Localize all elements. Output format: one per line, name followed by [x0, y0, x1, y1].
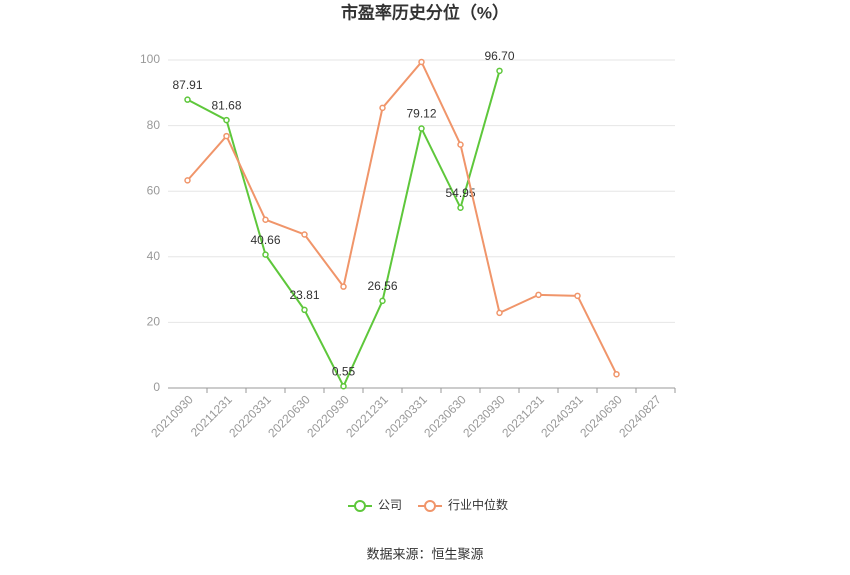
point [262, 216, 269, 223]
point [301, 306, 308, 314]
point [418, 125, 425, 132]
data-label: 26.56 [367, 279, 397, 293]
y-tick-label: 0 [153, 380, 160, 394]
point [457, 204, 464, 212]
y-tick-label: 20 [147, 315, 161, 329]
data-label: 54.95 [445, 186, 475, 200]
point [301, 231, 308, 238]
series-line [187, 70, 501, 389]
point [574, 292, 581, 300]
point [340, 283, 347, 290]
legend-marker [424, 500, 437, 512]
point [418, 58, 425, 66]
data-label: 87.91 [172, 78, 202, 92]
point [457, 141, 464, 148]
point [223, 132, 230, 140]
point [184, 96, 191, 103]
data-label: 81.68 [211, 98, 241, 112]
point [535, 291, 542, 299]
source: 数据来源：恒生聚源 [366, 546, 483, 561]
series-line [186, 60, 618, 375]
data-label: 0.55 [332, 364, 356, 378]
point [613, 370, 620, 378]
y-tick-label: 40 [147, 249, 161, 263]
point [379, 297, 386, 305]
point [496, 309, 503, 317]
chart-title: 市盈率历史分位（%） [341, 2, 509, 22]
point [262, 251, 269, 258]
y-tick-label: 100 [140, 52, 160, 66]
data-label: 79.12 [406, 107, 436, 121]
point [223, 116, 230, 124]
point [340, 382, 347, 390]
point [379, 104, 386, 112]
x-tick-label: 20240827 [616, 392, 664, 440]
point [496, 67, 503, 75]
point [184, 177, 191, 184]
y-tick-label: 80 [147, 118, 161, 132]
data-label: 96.70 [484, 49, 514, 63]
legend-label: 行业中位数 [448, 497, 508, 512]
x-tick-label: 20210930 [148, 392, 196, 440]
y-tick-label: 60 [147, 183, 161, 197]
data-label: 40.66 [250, 233, 280, 247]
data-label: 23.81 [289, 288, 319, 302]
legend-marker [354, 500, 366, 512]
legend-label: 公司 [378, 498, 402, 512]
